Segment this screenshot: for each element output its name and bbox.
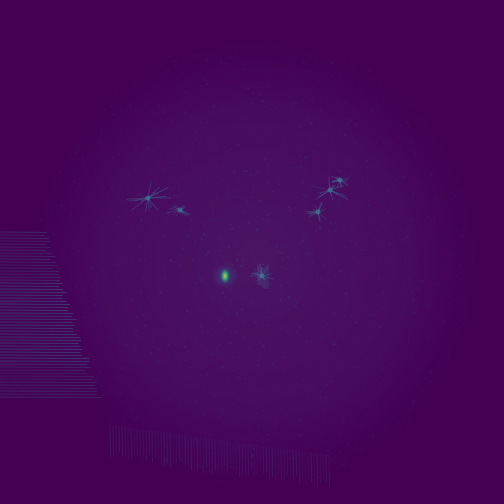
edge-streaks bbox=[0, 231, 330, 489]
disc-region bbox=[24, 30, 488, 494]
hotspot bbox=[220, 268, 230, 284]
feature-clusters bbox=[126, 175, 350, 289]
